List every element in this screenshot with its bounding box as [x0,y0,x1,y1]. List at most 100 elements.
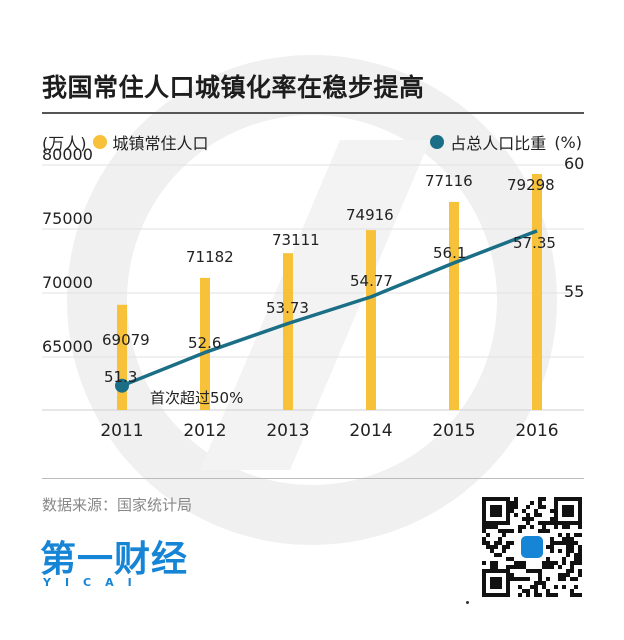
qr-module [574,553,578,557]
qr-module [542,581,546,585]
qr-module [578,557,582,561]
qr-module [538,577,542,581]
qr-module [514,577,518,581]
qr-module [522,509,526,513]
percentage-line [121,229,538,388]
bar-legend-label: 城镇常住人口 [112,134,209,153]
qr-module [570,589,574,593]
qr-module [550,517,554,521]
qr-module [566,537,570,541]
qr-module [502,533,506,537]
qr-module [570,537,574,541]
qr-module [546,557,550,561]
qr-module [482,561,486,565]
qr-module [534,509,538,513]
qr-module [538,513,542,517]
qr-module [490,561,494,565]
qr-module [558,533,562,537]
chart: 80000 75000 70000 65000 60 55 69079 71182 73111 7… [42,145,584,441]
qr-center-logo-icon [521,536,543,558]
qr-module [578,561,582,565]
qr-module [546,589,550,593]
qr-module [538,505,542,509]
qr-module [538,573,542,577]
y-right-tick-label: 60 [564,154,584,173]
qr-module [510,565,514,569]
qr-module [526,517,530,521]
qr-module [534,593,538,597]
qr-module [562,561,566,565]
qr-module [538,529,542,533]
qr-module [510,573,514,577]
qr-module [534,513,538,517]
qr-module [506,565,510,569]
qr-module [510,509,514,513]
chart-title: 我国常住人口城镇化率在稳步提高 [42,73,425,102]
qr-module [574,577,578,581]
decorative-dot [466,601,469,604]
y-left-tick-label: 80000 [42,145,93,164]
qr-module [526,577,530,581]
annotation-first-over-50: 首次超过50% [150,389,243,407]
qr-module [498,553,502,557]
qr-module [562,537,566,541]
qr-module [534,589,538,593]
bar [117,304,127,410]
x-tick-label: 2013 [266,421,309,441]
qr-module [490,565,494,569]
qr-module [514,561,518,565]
qr-module [554,541,558,545]
qr-module [542,561,546,565]
qr-module [502,545,506,549]
qr-module [554,525,558,529]
qr-module [542,565,546,569]
qr-module [526,521,530,525]
qr-module [526,593,530,597]
qr-module [546,561,550,565]
qr-module [490,545,494,549]
qr-module [550,521,554,525]
qr-module [570,577,574,581]
bar [283,253,293,410]
qr-module [482,529,486,533]
qr-module [530,517,534,521]
qr-module [506,541,510,545]
qr-module [486,533,490,537]
qr-module [558,577,562,581]
footer-divider [42,478,584,479]
qr-module [494,525,498,529]
x-tick-label: 2014 [349,421,392,441]
qr-module [538,581,542,585]
qr-module [558,549,562,553]
legend-right: 占总人口比重 (%) [424,130,582,154]
qr-module [482,525,486,529]
line-point-marker [115,378,129,393]
qr-module [562,525,566,529]
qr-module [542,521,546,525]
qr-module [558,541,562,545]
qr-module [566,553,570,557]
qr-module [570,541,574,545]
qr-module [494,541,498,545]
legend-left: (万人) 城镇常住人口 [42,130,209,154]
watermark-slash [200,140,430,470]
y-left-tick-label: 75000 [42,209,93,228]
qr-module [550,537,554,541]
line-value-label: 56.1 [433,244,466,262]
qr-module [578,573,582,577]
qr-module [486,541,490,545]
qr-module [566,573,570,577]
qr-module [578,593,582,597]
qr-module [562,577,566,581]
line-legend-label: 占总人口比重 [450,134,547,153]
qr-module [566,545,570,549]
qr-module [518,593,522,597]
line-value-label: 52.6 [188,334,221,352]
qr-module [490,525,494,529]
x-tick-label: 2015 [432,421,475,441]
qr-module [510,541,514,545]
qr-module [510,501,514,505]
qr-module [542,525,546,529]
qr-module [490,549,494,553]
